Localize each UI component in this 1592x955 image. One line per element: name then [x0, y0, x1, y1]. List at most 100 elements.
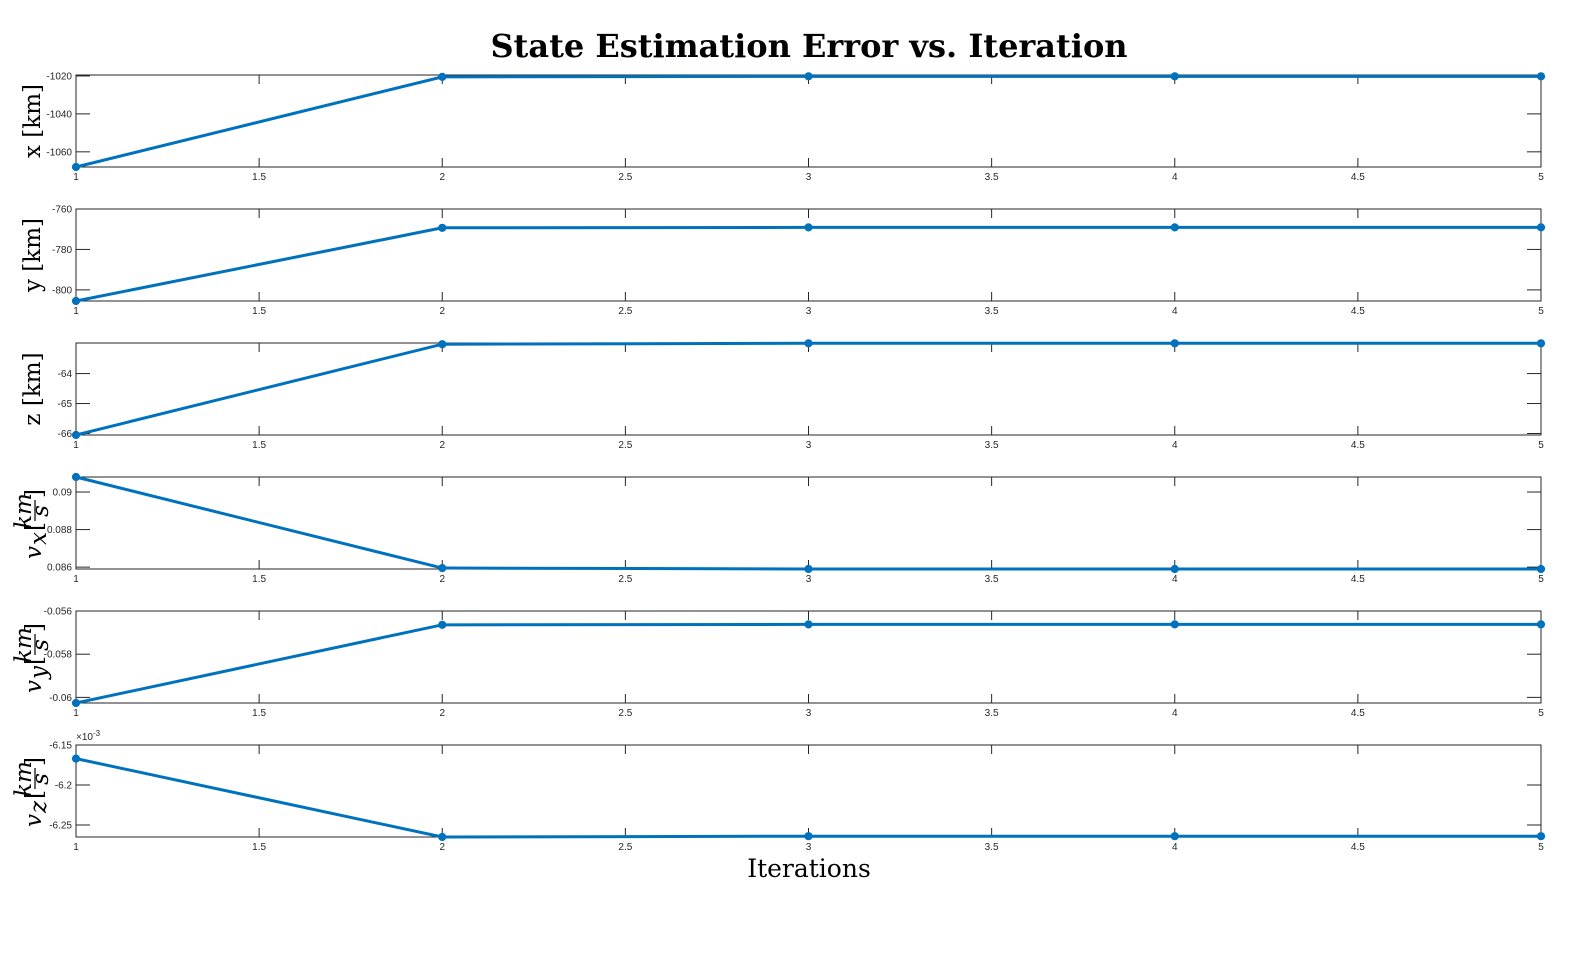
y-label-bracket-close: ] [22, 489, 48, 498]
x-tick-label: 1.5 [252, 574, 266, 585]
x-tick-label: 3.5 [985, 842, 999, 853]
x-tick-label: 1 [73, 842, 79, 853]
x-tick-label: 5 [1538, 574, 1544, 585]
y-tick-label: -66 [58, 429, 73, 440]
y-tick-label: -1060 [46, 147, 72, 158]
y-label-numerator: km [11, 761, 37, 797]
data-point [1536, 832, 1546, 841]
y-tick-label: -6.25 [49, 821, 72, 832]
subplot-y: 1 1.5 2 2.5 3 3.5 4 4.5 5 -800 -780 -760 y [km] [20, 205, 1546, 317]
y-label-variable: v [21, 680, 47, 693]
data-point [438, 620, 447, 629]
x-tick-label: 4 [1172, 708, 1178, 719]
x-tick-label: 2.5 [618, 574, 632, 585]
x-tick-label: 4.5 [1351, 574, 1365, 585]
data-point [1170, 564, 1179, 574]
y-tick-label: -780 [52, 245, 72, 256]
x-tick-label: 1 [73, 574, 79, 585]
x-tick-label: 2.5 [618, 708, 632, 719]
x-tick-label: 3 [806, 842, 812, 853]
data-point [1170, 620, 1179, 629]
data-point [804, 832, 813, 841]
axes-box-x [75, 74, 1542, 168]
x-tick-label: 4.5 [1351, 842, 1365, 853]
data-point [438, 223, 447, 232]
y-label-bracket-close: ] [22, 623, 48, 632]
y-axis-label-vz: vz[kms] [11, 757, 54, 827]
x-tick-label: 5 [1538, 306, 1544, 317]
x-tick-label: 2 [439, 306, 445, 317]
x-tick-label: 3.5 [985, 574, 999, 585]
axes-box-y [75, 208, 1542, 302]
data-point [1536, 564, 1546, 574]
y-tick-label: -6.15 [49, 741, 72, 752]
subplot-z: 1 1.5 2 2.5 3 3.5 4 4.5 5 -66 -65 -64 z [km] [20, 339, 1546, 451]
series-line-vz [75, 757, 1541, 839]
y-tick-label: -1020 [46, 71, 72, 82]
data-point [438, 563, 447, 573]
series-line-y [75, 225, 1541, 303]
data-point [1170, 832, 1179, 841]
x-tick-label: 3.5 [985, 440, 999, 451]
y-label-variable: v [21, 814, 47, 827]
y-label-denominator: s [28, 505, 54, 517]
x-tick-label: 1 [73, 440, 79, 451]
data-point [1170, 223, 1179, 232]
x-tick-label: 4.5 [1351, 172, 1365, 183]
y-label-bracket-open: [ [22, 656, 48, 665]
series-line-z [75, 341, 1541, 437]
series-line-vy [75, 622, 1541, 705]
series-line-x [75, 74, 1541, 169]
axes-box-vx [75, 476, 1542, 570]
x-tick-label: 4.5 [1351, 440, 1365, 451]
x-tick-label: 3 [806, 574, 812, 585]
y-tick-label: -0.058 [44, 650, 73, 661]
axes-box-vz [75, 744, 1542, 838]
x-tick-label: 4 [1172, 440, 1178, 451]
x-tick-label: 2 [439, 842, 445, 853]
y-tick-label: -6.2 [55, 781, 73, 792]
data-point [1536, 620, 1546, 629]
x-tick-label: 3 [806, 708, 812, 719]
x-tick-label: 1.5 [252, 306, 266, 317]
data-point [804, 620, 813, 629]
data-point [71, 472, 81, 482]
x-tick-label: 2.5 [618, 172, 632, 183]
data-point [71, 430, 81, 440]
data-point [804, 564, 813, 574]
data-point [71, 754, 81, 763]
y-tick-label: -65 [58, 399, 73, 410]
y-label-subscript: y [26, 665, 52, 680]
x-tick-label: 3 [806, 440, 812, 451]
y-tick-label: -800 [52, 285, 72, 296]
x-tick-label: 1 [73, 306, 79, 317]
y-tick-label: -760 [52, 205, 72, 216]
y-tick-label: -0.06 [49, 693, 72, 704]
x-tick-label: 3.5 [985, 172, 999, 183]
y-label-numerator: km [11, 627, 37, 663]
x-tick-label: 1.5 [252, 172, 266, 183]
x-tick-label: 2 [439, 708, 445, 719]
y-label-bracket-open: [ [22, 790, 48, 799]
x-tick-label: 4 [1172, 842, 1178, 853]
x-tick-label: 3.5 [985, 708, 999, 719]
x-tick-label: 1.5 [252, 842, 266, 853]
y-label-denominator: s [28, 773, 54, 785]
y-label-bracket-close: ] [22, 757, 48, 766]
x-tick-label: 4.5 [1351, 306, 1365, 317]
data-point [438, 832, 447, 842]
data-point [804, 223, 813, 232]
x-tick-label: 2.5 [618, 440, 632, 451]
x-tick-label: 2 [439, 440, 445, 451]
y-tick-label: 0.086 [47, 563, 72, 574]
chart-title: State Estimation Error vs. Iteration [490, 27, 1127, 65]
x-tick-label: 3 [806, 172, 812, 183]
data-point [1170, 72, 1179, 81]
x-tick-label: 5 [1538, 708, 1544, 719]
y-label-numerator: km [11, 493, 37, 529]
x-tick-label: 5 [1538, 440, 1544, 451]
data-point [71, 296, 81, 306]
y-label-denominator: s [28, 639, 54, 651]
y-tick-label: -1040 [46, 109, 72, 120]
